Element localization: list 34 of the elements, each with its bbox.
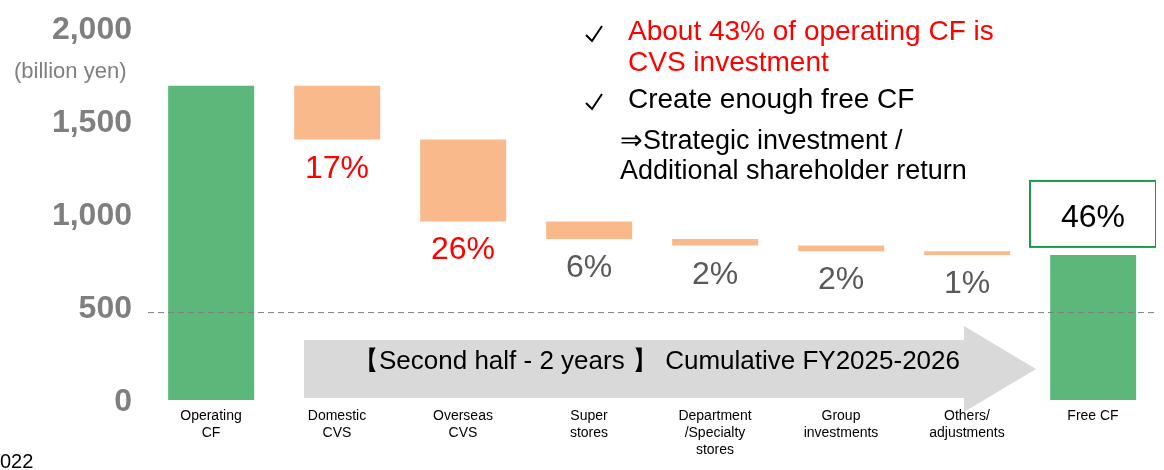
y-tick-label: 2,000 bbox=[51, 10, 132, 46]
bar bbox=[168, 85, 255, 400]
annotation: ⇒Strategic investment / Additional shareholder return bbox=[620, 125, 967, 186]
y-tick-label: 500 bbox=[78, 289, 132, 325]
bar bbox=[546, 221, 633, 240]
annotation: Create enough free CF bbox=[628, 83, 915, 115]
x-tick-label: Overseas CVS bbox=[433, 407, 493, 440]
x-tick-label: Domestic CVS bbox=[307, 407, 367, 440]
annotation: 2% bbox=[691, 254, 739, 291]
x-tick-label: Super stores bbox=[569, 407, 609, 440]
annotation: 17% bbox=[304, 148, 370, 185]
x-tick-label: Free CF bbox=[1067, 407, 1119, 423]
x-tick-label: Group investments bbox=[803, 407, 879, 440]
annotation: 【Second half - 2 years 】 Cumulative FY2025-2026 bbox=[353, 345, 960, 375]
y-tick-label: 1,000 bbox=[51, 196, 132, 232]
bar bbox=[924, 251, 1011, 255]
x-tick-label: Department /Specialty stores bbox=[678, 407, 752, 457]
y-tick-label: 0 bbox=[114, 382, 132, 418]
x-tick-label: Operating CF bbox=[180, 407, 242, 440]
annotation: 26% bbox=[430, 230, 496, 267]
bar bbox=[1050, 254, 1137, 400]
text: 022 bbox=[0, 450, 34, 470]
annotation: 2% bbox=[817, 260, 865, 297]
annotation: 6% bbox=[565, 248, 613, 285]
bar bbox=[798, 245, 885, 252]
x-tick-label: Others/ adjustments bbox=[929, 407, 1005, 440]
bar bbox=[672, 239, 759, 246]
y-axis-title: (billion yen) bbox=[14, 58, 127, 84]
bar bbox=[294, 85, 381, 140]
annotation: 1% bbox=[943, 263, 991, 300]
bar bbox=[420, 139, 507, 222]
annotation: About 43% of operating CF is CVS investment bbox=[628, 15, 994, 78]
annotation: 46% bbox=[1060, 197, 1126, 234]
y-tick-label: 1,500 bbox=[51, 103, 132, 139]
